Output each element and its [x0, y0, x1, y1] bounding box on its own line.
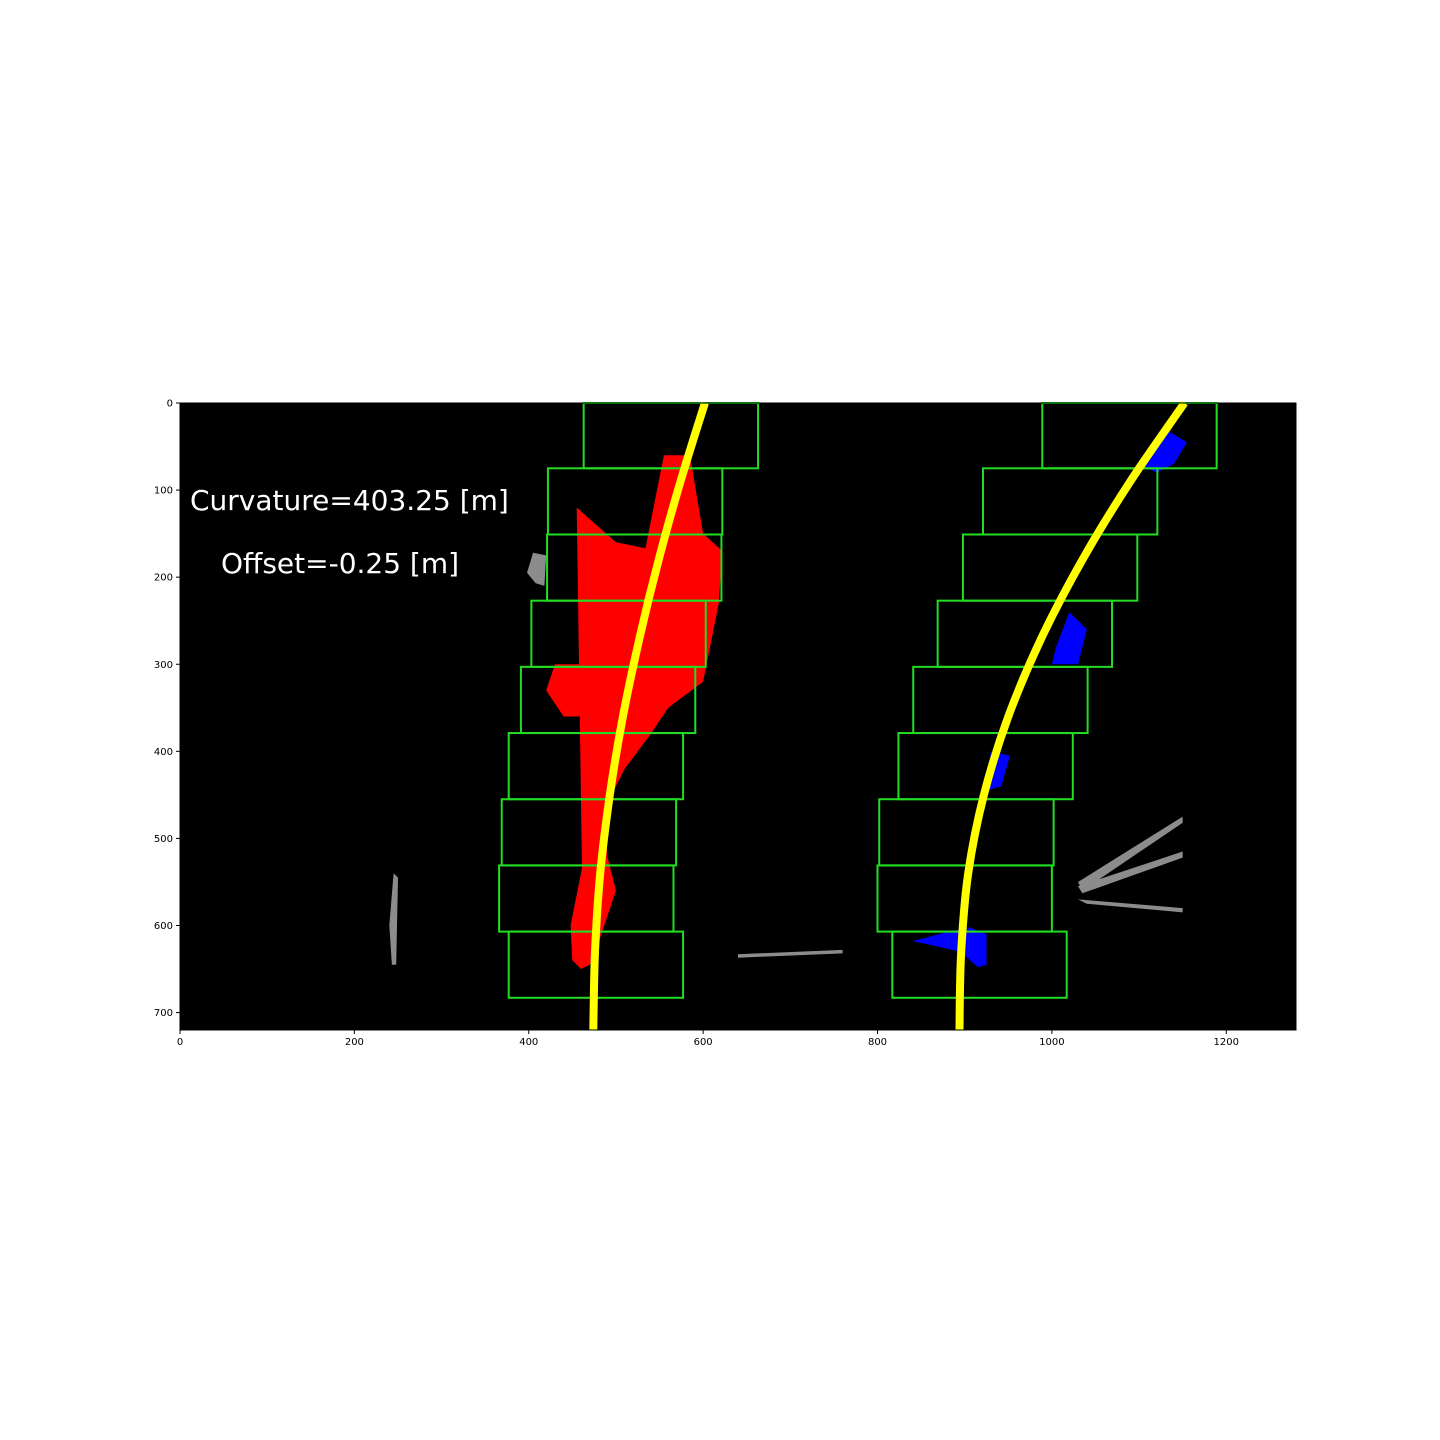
right-lane-pixel-blob — [1139, 429, 1187, 473]
x-tick-label: 1000 — [1039, 1037, 1064, 1048]
y-axis: 0 100 200 300 400 500 600 700 — [154, 399, 180, 1019]
left-lane-pixels-layer — [546, 455, 723, 969]
x-tick-label: 200 — [345, 1037, 364, 1048]
y-tick-label: 0 — [167, 399, 173, 410]
right-lane-pixel-blob — [912, 927, 987, 968]
left-lane-pixel-blob — [570, 455, 723, 969]
plot-area: Curvature=403.25 [m] Offset=-0.25 [m] — [179, 400, 1297, 1031]
x-tick-label: 600 — [694, 1037, 713, 1048]
curvature-label: Curvature=403.25 [m] — [190, 484, 509, 517]
right-lane-pixel-blob — [1051, 612, 1087, 665]
left-lane-pixel-blob — [546, 664, 599, 717]
left-fit-line — [589, 401, 709, 1031]
offset-label: Offset=-0.25 [m] — [221, 547, 459, 580]
x-tick-label: 0 — [177, 1037, 183, 1048]
y-tick-label: 200 — [154, 573, 173, 584]
plot-frame — [179, 402, 1297, 1031]
y-tick-label: 400 — [154, 747, 173, 758]
x-tick-label: 400 — [519, 1037, 538, 1048]
search-windows-layer — [498, 402, 1218, 999]
y-tick-label: 600 — [154, 921, 173, 932]
x-tick-label: 800 — [868, 1037, 887, 1048]
other-pixel-blob — [1078, 899, 1183, 913]
annotation-layer: Curvature=403.25 [m] Offset=-0.25 [m] — [190, 484, 509, 580]
other-pixel-blob — [527, 552, 547, 586]
other-pixel-blob — [738, 949, 843, 958]
other-pixel-blob — [1078, 851, 1183, 894]
left-lane-pixel-blob — [576, 507, 677, 961]
y-tick-label: 300 — [154, 660, 173, 671]
y-tick-label: 500 — [154, 834, 173, 845]
right-fit-line — [955, 400, 1188, 1031]
y-tick-label: 700 — [154, 1008, 173, 1019]
x-axis: 0 200 400 600 800 1000 1200 — [177, 1030, 1239, 1048]
right-lane-pixels-layer — [912, 429, 1187, 968]
other-pixels-layer — [389, 552, 1183, 965]
right-search-window — [891, 930, 1068, 999]
x-tick-label: 1200 — [1214, 1037, 1239, 1048]
lane-fit-layer — [589, 400, 1188, 1031]
other-pixel-blob — [1078, 816, 1183, 891]
other-pixel-blob — [389, 873, 398, 965]
y-tick-label: 100 — [154, 486, 173, 497]
